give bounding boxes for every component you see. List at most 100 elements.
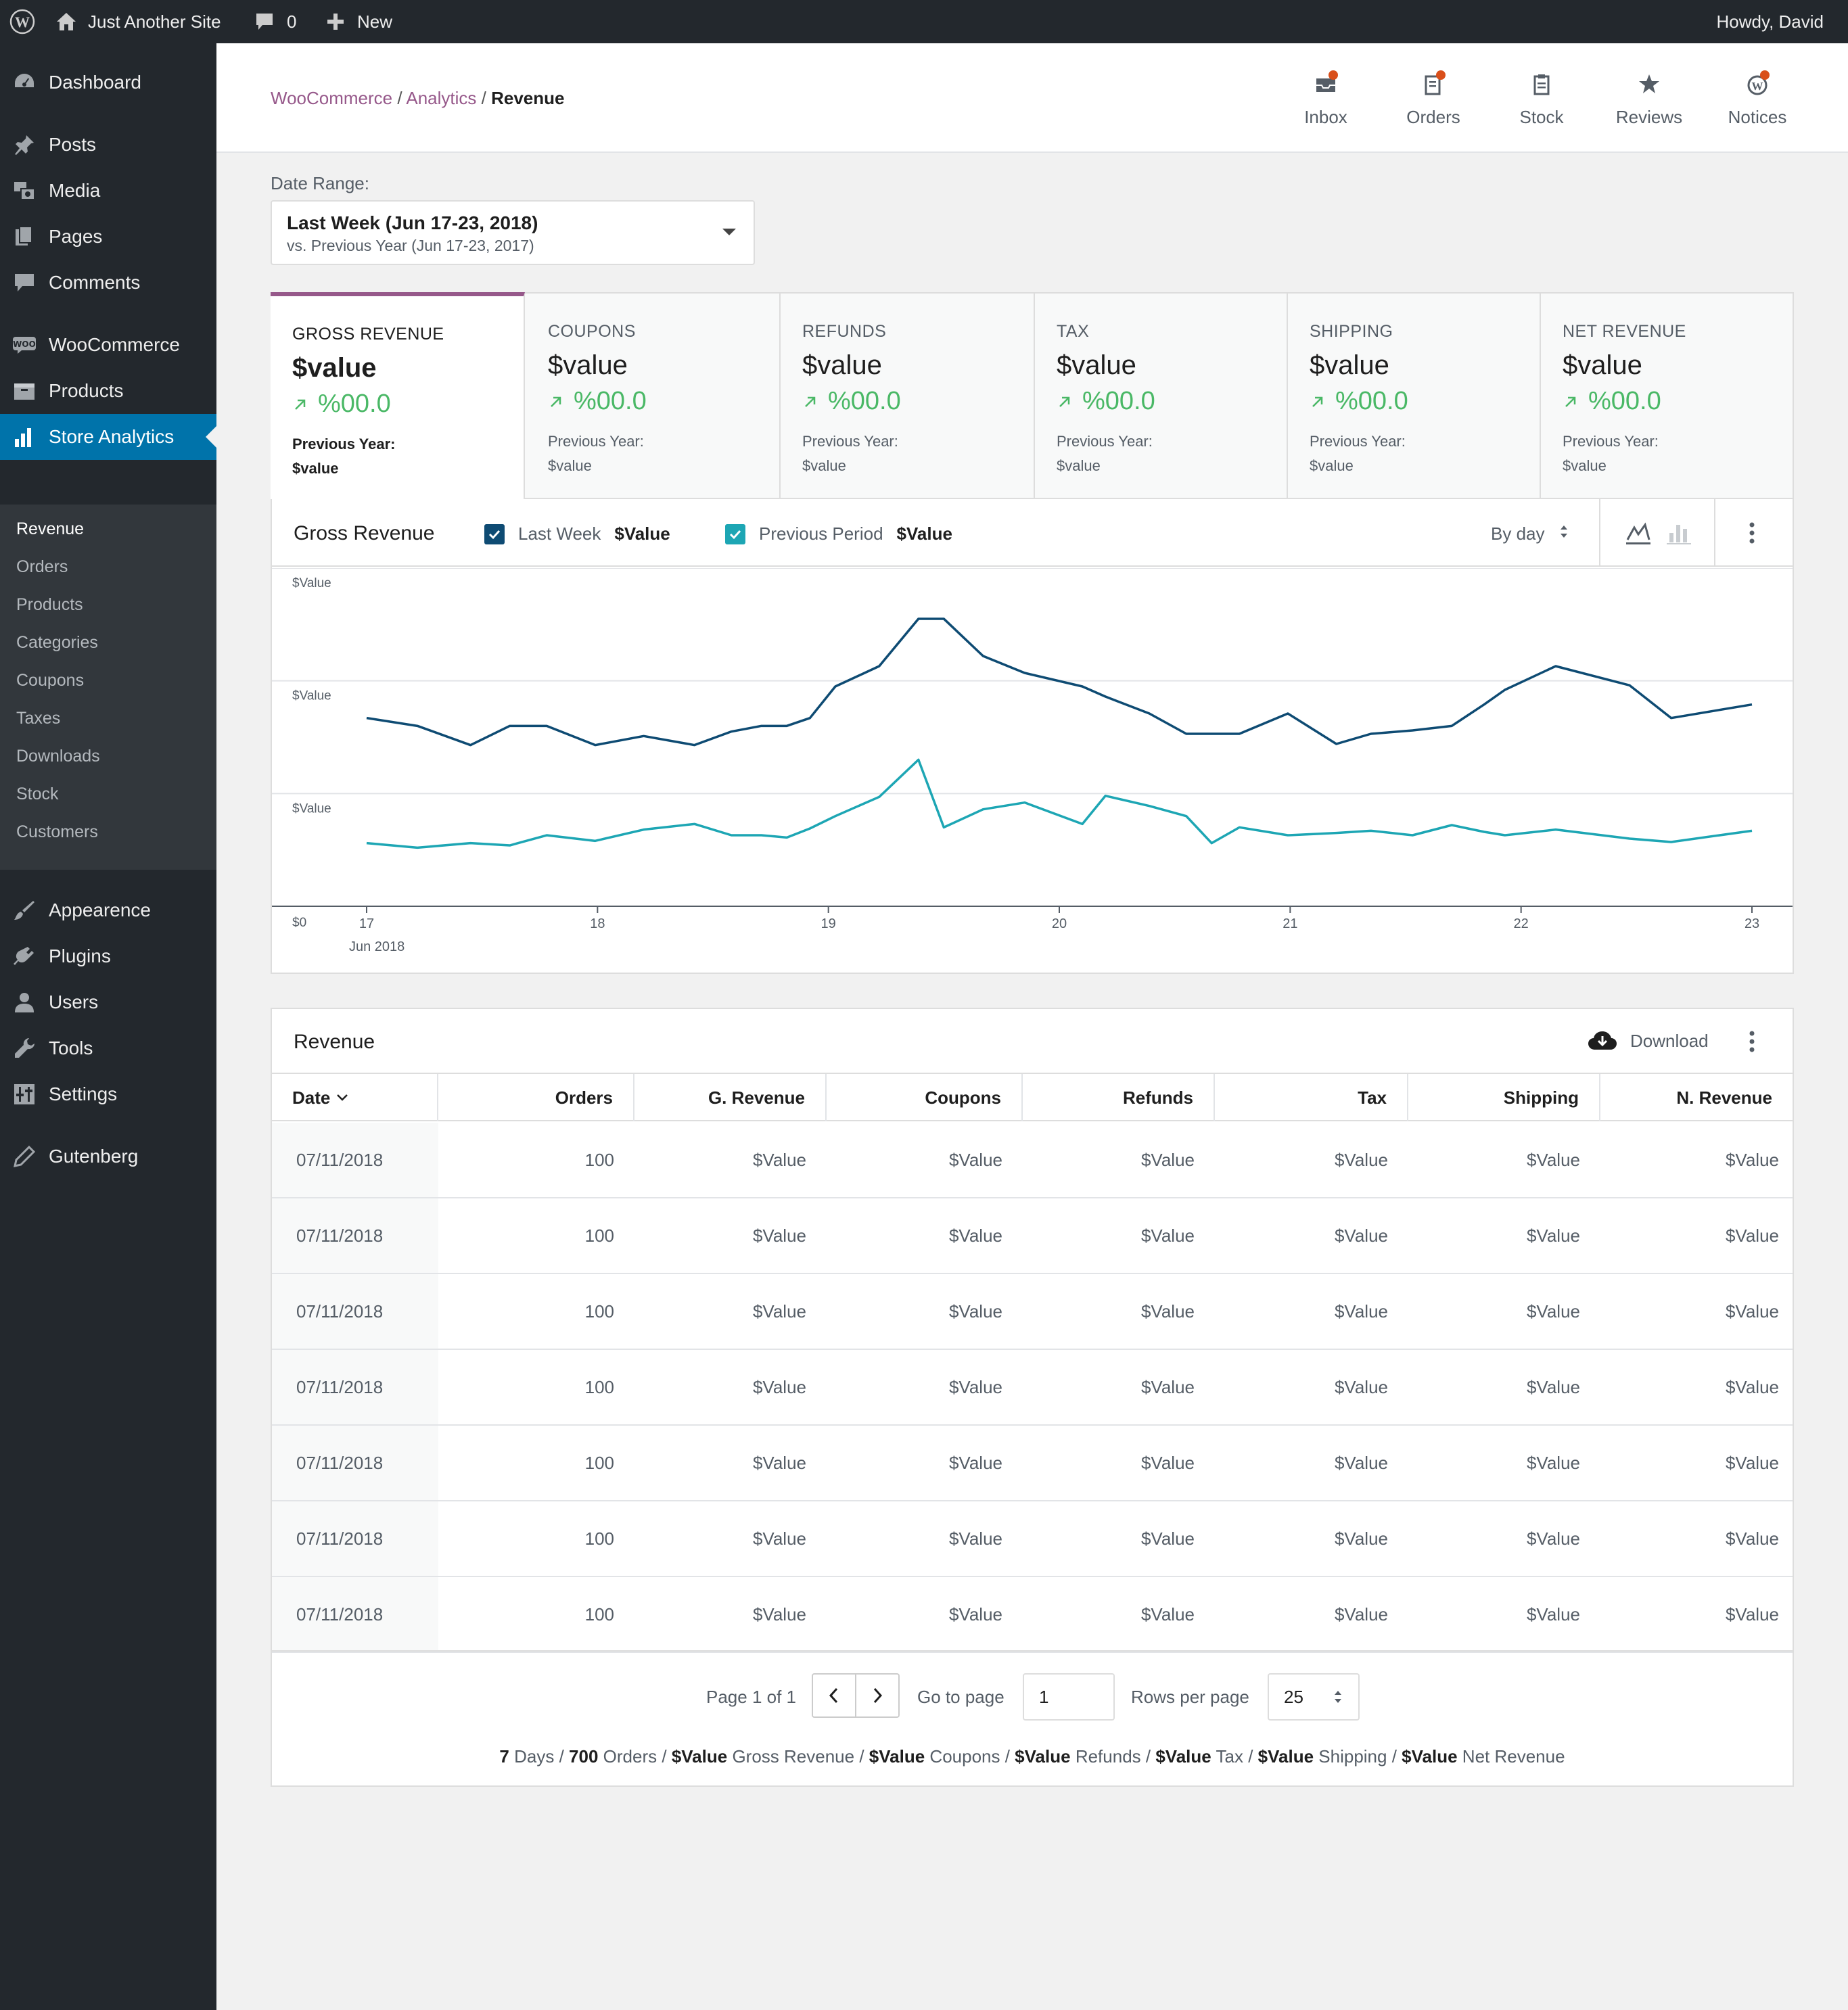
y-tick-label: $0 <box>292 916 306 930</box>
comments-link[interactable]: 0 <box>254 0 296 43</box>
line-chart-type-icon[interactable] <box>1625 519 1652 550</box>
download-button[interactable]: Download <box>1587 1029 1709 1052</box>
revenue-table-panel: Revenue Download Date Orders G. Revenue … <box>271 1008 1794 1787</box>
x-tick-label: 22 <box>1514 916 1529 931</box>
new-content-link[interactable]: New <box>326 0 392 43</box>
sidebar-item-posts[interactable]: Posts <box>0 122 216 168</box>
pin-icon <box>12 133 37 157</box>
next-page-button[interactable] <box>855 1673 900 1718</box>
submenu-coupons[interactable]: Coupons <box>16 671 85 690</box>
checkbox-checked-icon[interactable] <box>725 523 745 544</box>
submenu-stock[interactable]: Stock <box>16 785 59 803</box>
sidebar-item-plugins[interactable]: Plugins <box>0 933 216 979</box>
rows-per-page-select[interactable]: 25 <box>1268 1673 1360 1721</box>
submenu-downloads[interactable]: Downloads <box>16 747 100 766</box>
bar-chart-type-icon[interactable] <box>1665 519 1692 550</box>
column-header-net-revenue[interactable]: N. Revenue <box>1676 1087 1772 1108</box>
table-cell: $Value <box>948 1452 1002 1473</box>
inbox-icon <box>1312 70 1339 97</box>
summary-cards: GROSS REVENUE $value %00.0 Previous Year… <box>271 292 1794 499</box>
header-reviews-button[interactable]: Reviews <box>1598 70 1700 138</box>
column-header-refunds[interactable]: Refunds <box>1023 1074 1215 1121</box>
table-cell: $Value <box>752 1301 806 1322</box>
sidebar-item-gutenberg[interactable]: Gutenberg <box>0 1133 216 1179</box>
chart-panel: Gross Revenue Last Week $Value Previous … <box>271 499 1794 974</box>
settings-icon <box>12 1082 37 1106</box>
breadcrumb-woocommerce[interactable]: WooCommerce <box>271 88 393 108</box>
checkbox-checked-icon[interactable] <box>484 523 505 544</box>
submenu-orders[interactable]: Orders <box>16 557 68 576</box>
sidebar-item-media[interactable]: Media <box>0 168 216 214</box>
wrench-icon <box>12 1036 37 1060</box>
table-cell: 07/11/2018 <box>296 1376 384 1397</box>
table-cell: $Value <box>1334 1149 1388 1170</box>
sidebar-item-woocommerce[interactable]: WOO WooCommerce <box>0 322 216 368</box>
user-greeting[interactable]: Howdy, David <box>1716 11 1824 32</box>
table-cell: $Value <box>948 1149 1002 1170</box>
y-tick-label: $Value <box>292 576 331 590</box>
submenu-products[interactable]: Products <box>16 595 83 614</box>
submenu-taxes[interactable]: Taxes <box>16 709 61 728</box>
legend-last-week[interactable]: Last Week $Value <box>484 523 670 544</box>
wordpress-logo-icon[interactable]: W <box>9 0 35 43</box>
sidebar-item-products[interactable]: Products <box>0 368 216 414</box>
summary-card-shipping[interactable]: SHIPPING $value %00.0 Previous Year: $va… <box>1288 294 1541 498</box>
table-cell: $Value <box>1725 1376 1779 1397</box>
sidebar-item-dashboard[interactable]: Dashboard <box>0 60 216 106</box>
site-name-link[interactable]: Just Another Site <box>55 0 221 43</box>
sidebar-item-settings[interactable]: Settings <box>0 1071 216 1117</box>
date-range-compare: vs. Previous Year (Jun 17-23, 2017) <box>287 237 534 254</box>
date-range-picker[interactable]: Last Week (Jun 17-23, 2018) vs. Previous… <box>271 200 755 265</box>
table-cell: $Value <box>1725 1528 1779 1549</box>
y-tick-label: $Value <box>292 801 331 816</box>
column-header-orders[interactable]: Orders <box>438 1074 634 1121</box>
legend-previous-period[interactable]: Previous Period $Value <box>725 523 952 544</box>
submenu-customers[interactable]: Customers <box>16 822 98 841</box>
summary-card-net-revenue[interactable]: NET REVENUE $value %00.0 Previous Year: … <box>1563 322 1686 474</box>
chevron-right-icon <box>873 1687 883 1704</box>
submenu-categories[interactable]: Categories <box>16 633 98 652</box>
previous-page-button[interactable] <box>812 1673 856 1718</box>
table-cell: $Value <box>1526 1225 1580 1246</box>
column-header-coupons[interactable]: Coupons <box>827 1074 1023 1121</box>
table-cell: $Value <box>1334 1528 1388 1549</box>
table-cell: $Value <box>948 1376 1002 1397</box>
svg-text:WOO: WOO <box>13 340 36 349</box>
breadcrumb-analytics[interactable]: Analytics <box>406 88 477 108</box>
summary-card-tax[interactable]: TAX $value %00.0 Previous Year: $value <box>1035 294 1288 498</box>
table-cell: $Value <box>1334 1225 1388 1246</box>
submenu-revenue[interactable]: Revenue <box>16 519 85 538</box>
interval-select[interactable]: By day <box>1491 523 1569 544</box>
column-header-shipping[interactable]: Shipping <box>1408 1074 1600 1121</box>
sidebar-item-users[interactable]: Users <box>0 979 216 1025</box>
x-tick-label: 20 <box>1052 916 1067 931</box>
table-cell: $Value <box>1334 1452 1388 1473</box>
table-row: 07/11/2018 100 $Value $Value $Value $Value $Va… <box>272 1501 1793 1577</box>
table-cell: $Value <box>752 1452 806 1473</box>
arrow-up-right-icon <box>1059 396 1070 407</box>
summary-card-refunds[interactable]: REFUNDS $value %00.0 Previous Year: $val… <box>781 294 1035 498</box>
summary-card-coupons[interactable]: COUPONS $value %00.0 Previous Year: $val… <box>526 294 781 498</box>
more-vertical-icon[interactable] <box>1747 519 1757 550</box>
sidebar-item-comments[interactable]: Comments <box>0 260 216 306</box>
header-stock-button[interactable]: Stock <box>1491 70 1592 138</box>
series-line-last-week <box>366 617 1753 747</box>
go-to-page-input[interactable]: 1 <box>1023 1673 1115 1721</box>
sidebar-item-store-analytics[interactable]: Store Analytics <box>0 414 216 460</box>
table-cell: 07/11/2018 <box>296 1149 384 1170</box>
user-icon <box>12 990 37 1014</box>
more-vertical-icon[interactable] <box>1747 1028 1757 1058</box>
sidebar-item-pages[interactable]: Pages <box>0 214 216 260</box>
sidebar-item-tools[interactable]: Tools <box>0 1025 216 1071</box>
column-header-date[interactable]: Date <box>272 1074 438 1121</box>
table-cell: $Value <box>948 1225 1002 1246</box>
updown-caret-icon <box>1558 523 1569 544</box>
header-notices-button[interactable]: W Notices <box>1707 70 1808 138</box>
column-header-gross-revenue[interactable]: G. Revenue <box>634 1074 827 1121</box>
sidebar-item-appearance[interactable]: Appearence <box>0 887 216 933</box>
header-orders-button[interactable]: Orders <box>1383 70 1484 138</box>
table-cell: $Value <box>1725 1301 1779 1322</box>
summary-card-gross-revenue[interactable]: GROSS REVENUE $value %00.0 Previous Year… <box>271 292 525 499</box>
column-header-tax[interactable]: Tax <box>1215 1074 1408 1121</box>
header-inbox-button[interactable]: Inbox <box>1275 70 1377 138</box>
